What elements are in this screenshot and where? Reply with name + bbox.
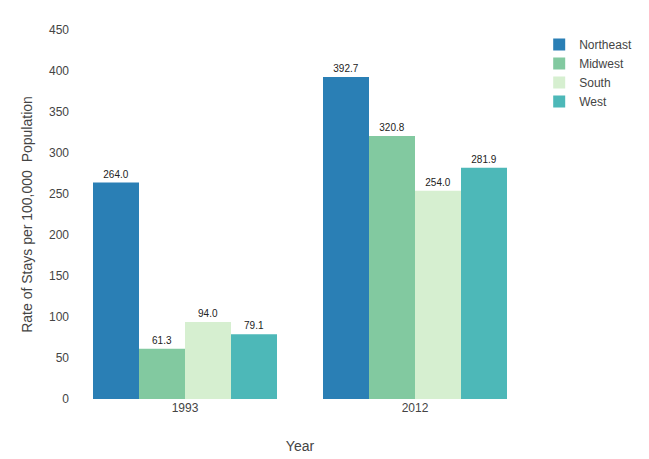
svg-text:264.0: 264.0 <box>103 169 128 180</box>
svg-text:250: 250 <box>49 187 69 201</box>
svg-text:0: 0 <box>62 392 69 406</box>
svg-text:Year: Year <box>286 438 315 454</box>
svg-text:350: 350 <box>49 105 69 119</box>
svg-text:South: South <box>579 76 610 90</box>
svg-text:2012: 2012 <box>402 401 429 415</box>
svg-text:50: 50 <box>56 351 70 365</box>
svg-text:254.0: 254.0 <box>425 177 450 188</box>
svg-text:79.1: 79.1 <box>244 320 264 331</box>
svg-text:94.0: 94.0 <box>198 308 218 319</box>
svg-text:100: 100 <box>49 310 69 324</box>
svg-text:Northeast: Northeast <box>579 38 632 52</box>
svg-text:392.7: 392.7 <box>333 63 358 74</box>
svg-text:300: 300 <box>49 146 69 160</box>
svg-text:281.9: 281.9 <box>471 154 496 165</box>
svg-text:400: 400 <box>49 64 69 78</box>
svg-text:West: West <box>579 95 607 109</box>
svg-text:320.8: 320.8 <box>379 122 404 133</box>
svg-text:200: 200 <box>49 228 69 242</box>
svg-text:61.3: 61.3 <box>152 335 172 346</box>
svg-text:Midwest: Midwest <box>579 57 624 71</box>
svg-text:Rate of Stays per 100,000 Pop: Rate of Stays per 100,000 Population <box>19 96 35 333</box>
svg-text:1993: 1993 <box>172 401 199 415</box>
svg-text:150: 150 <box>49 269 69 283</box>
svg-text:450: 450 <box>49 23 69 37</box>
